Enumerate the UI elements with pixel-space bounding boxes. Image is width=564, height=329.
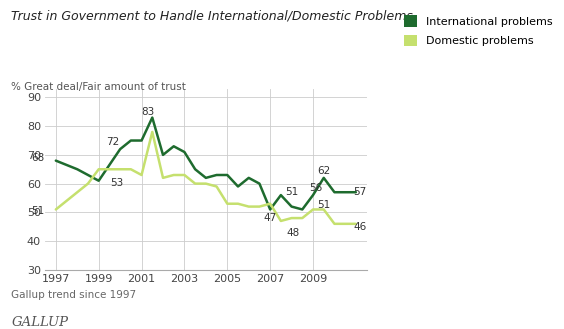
Text: 62: 62	[317, 166, 331, 176]
Text: Trust in Government to Handle International/Domestic Problems: Trust in Government to Handle Internatio…	[11, 10, 413, 23]
Legend: International problems, Domestic problems: International problems, Domestic problem…	[404, 15, 553, 46]
Text: Gallup trend since 1997: Gallup trend since 1997	[11, 290, 136, 299]
Text: 51: 51	[317, 200, 331, 210]
Text: 83: 83	[142, 107, 155, 117]
Text: 48: 48	[287, 228, 299, 239]
Text: GALLUP: GALLUP	[11, 316, 68, 329]
Text: 51: 51	[32, 206, 45, 216]
Text: 72: 72	[107, 137, 120, 147]
Text: 46: 46	[354, 222, 367, 232]
Text: % Great deal/Fair amount of trust: % Great deal/Fair amount of trust	[11, 82, 186, 92]
Text: 56: 56	[309, 183, 323, 193]
Text: 57: 57	[354, 187, 367, 197]
Text: 51: 51	[285, 187, 298, 197]
Text: 53: 53	[111, 178, 124, 188]
Text: 47: 47	[263, 213, 277, 223]
Text: 68: 68	[32, 153, 45, 163]
